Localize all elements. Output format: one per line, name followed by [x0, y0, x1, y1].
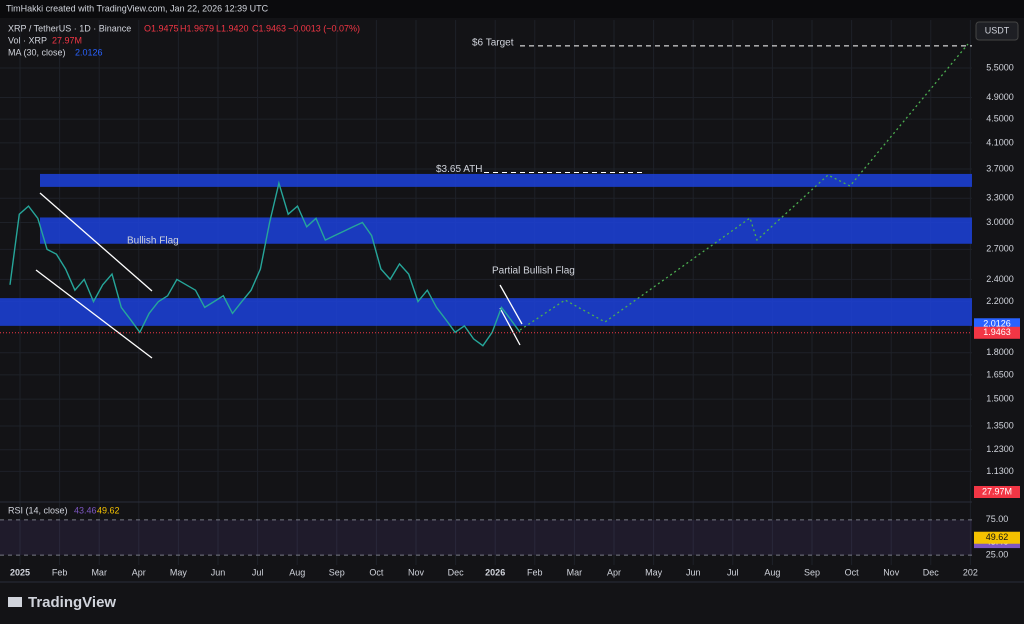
- rsi-band: [0, 519, 972, 556]
- flag-line: [499, 307, 521, 346]
- logo: TradingView: [8, 594, 116, 611]
- note: Bullish Flag: [127, 236, 179, 247]
- currency-button[interactable]: [975, 21, 1019, 41]
- y-tick-label: 1.5000: [986, 394, 1014, 404]
- x-tick-label: Oct: [845, 567, 860, 577]
- y-tick-label: 1.1300: [986, 466, 1014, 476]
- volume-label: Vol · XRP: [8, 35, 47, 45]
- x-tick-label: May: [645, 567, 663, 577]
- x-tick-label: May: [170, 567, 188, 577]
- x-tick-label: Jul: [727, 567, 739, 577]
- ohlc-high: H1.9679: [180, 23, 214, 33]
- last-label: 1.9463: [983, 327, 1011, 337]
- level-label: $6 Target: [472, 37, 514, 48]
- y-tick-label: 2.4000: [986, 274, 1014, 284]
- x-tick-label: Mar: [567, 567, 583, 577]
- x-tick-label: Aug: [764, 567, 780, 577]
- y-tick-label: 3.7000: [986, 163, 1014, 173]
- x-tick-label: Mar: [91, 567, 107, 577]
- x-tick-label: Jul: [252, 567, 264, 577]
- x-tick-label: Nov: [883, 567, 900, 577]
- note: Partial Bullish Flag: [492, 266, 575, 277]
- y-tick-label: 4.1000: [986, 137, 1014, 147]
- x-tick-label: Sep: [804, 567, 820, 577]
- rsi-legend-value: 49.62: [97, 505, 120, 515]
- x-tick-label: Dec: [923, 567, 940, 577]
- y-tick-label: 4.5000: [986, 114, 1014, 124]
- y-tick-label: 3.3000: [986, 193, 1014, 203]
- zone: [40, 173, 972, 187]
- ma: 2.0126: [75, 47, 103, 57]
- credit: TimHakki created with TradingView.com, J…: [6, 3, 269, 13]
- level-label: $3.65 ATH: [436, 164, 483, 175]
- y-tick-label: 4.9000: [986, 92, 1014, 102]
- logo-mark: [8, 597, 22, 607]
- rsi-tick-label: 25.00: [986, 549, 1009, 559]
- y-tick-label: 1.3500: [986, 420, 1014, 430]
- y-tick-label: 1.8000: [986, 347, 1014, 357]
- ohlc-close: C1.9463: [252, 23, 286, 33]
- x-tick-label: Dec: [448, 567, 465, 577]
- y-tick-label: 2.7000: [986, 244, 1014, 254]
- x-tick-label: Apr: [132, 567, 146, 577]
- change: −0.0013 (−0.07%): [288, 23, 360, 33]
- y-tick-label: 2.2000: [986, 296, 1014, 306]
- flag-line: [39, 192, 153, 292]
- ma-label: MA (30, close): [8, 47, 66, 57]
- flag-line: [499, 284, 523, 325]
- x-tick-label: Feb: [527, 567, 543, 577]
- rsi-legend-value: 43.46: [74, 505, 97, 515]
- ohlc-low: L1.9420: [216, 23, 249, 33]
- drawings: [35, 43, 969, 359]
- y-tick-label: 5.5000: [986, 62, 1014, 72]
- volume: 27.97M: [52, 35, 82, 45]
- brand: TradingView: [28, 594, 116, 611]
- last-label-bg: [974, 326, 1020, 339]
- ma-label: 2.0126: [983, 319, 1011, 329]
- rsi-label: RSI (14, close): [8, 505, 68, 515]
- legend: XRP / TetherUS · 1D · Binance O1.9475 H1…: [8, 23, 360, 57]
- symbol: XRP / TetherUS · 1D · Binance: [8, 23, 131, 33]
- rsi-value-bg: [974, 531, 1020, 544]
- y-tick-label: 1.2300: [986, 444, 1014, 454]
- x-tick-label: Apr: [607, 567, 621, 577]
- x-tick-label: 2025: [10, 567, 30, 577]
- x-tick-label: 2026: [485, 567, 505, 577]
- x-tick-label: Sep: [329, 567, 345, 577]
- currency[interactable]: USDT: [985, 25, 1010, 35]
- x-tick-label: Jun: [211, 567, 226, 577]
- x-tick-label: Jun: [686, 567, 701, 577]
- x-tick-label: Oct: [369, 567, 384, 577]
- ohlc-open: O1.9475: [144, 23, 179, 33]
- flag-line: [35, 269, 153, 359]
- header-bar: [0, 0, 1024, 18]
- price-line: [9, 180, 521, 347]
- x-tick-label: Feb: [52, 567, 68, 577]
- x-tick-label: Nov: [408, 567, 425, 577]
- volume-label-bg: [974, 486, 1020, 498]
- x-tick-label: Aug: [289, 567, 305, 577]
- y-tick-label: 1.6500: [986, 369, 1014, 379]
- y-tick-label: 3.0000: [986, 217, 1014, 227]
- zone: [40, 217, 972, 244]
- x-tick-label: 202: [963, 567, 978, 577]
- rsi-tick-label: 75.00: [986, 514, 1009, 524]
- volume-label: 27.97M: [982, 486, 1012, 496]
- projection: [519, 43, 969, 331]
- zone: [0, 298, 972, 326]
- rsi-value: 49.62: [986, 532, 1009, 542]
